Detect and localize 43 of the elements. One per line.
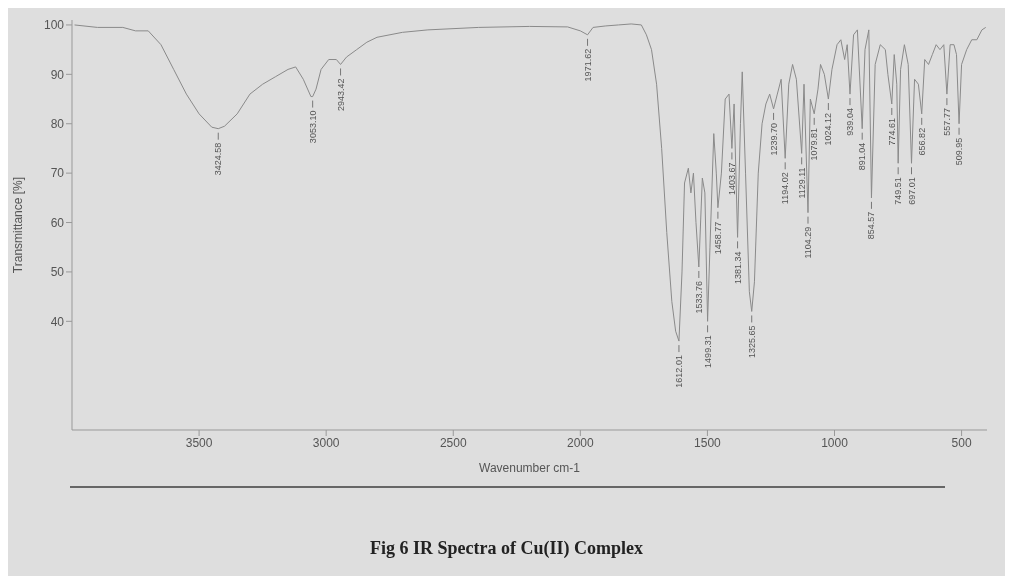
text: Fig 6 IR Spectra of Cu(II) Complex (369, 538, 644, 559)
x-tick-label: 500 (951, 435, 972, 450)
y-axis-title: Transmittance [%] (11, 176, 26, 274)
y-tick-label: 40 (50, 314, 65, 329)
annotation: 3053.10 (307, 110, 318, 144)
annotation: 656.82 (916, 127, 927, 156)
annotation: 749.51 (893, 177, 904, 205)
annotation: 3424.58 (213, 142, 224, 176)
annotation: 939.04 (844, 108, 855, 136)
x-tick-label: 3500 (185, 435, 213, 450)
annotation: 1403.67 (726, 162, 737, 195)
annotation: 1325.65 (746, 325, 757, 358)
x-tick-label: 2500 (439, 435, 467, 450)
annotation: 697.01 (906, 177, 917, 205)
x-tick-label: 3000 (312, 435, 340, 450)
annotation: 1239.70 (768, 122, 779, 156)
annotation: 1612.01 (673, 355, 684, 388)
annotation: 2943.42 (335, 78, 346, 111)
x-tick-label: 1500 (694, 435, 722, 450)
annotation: 509.95 (954, 137, 965, 166)
y-tick-label: 80 (50, 116, 65, 131)
annotation: 1533.76 (693, 280, 704, 314)
annotation: 854.57 (866, 211, 877, 240)
annotation: 1971.62 (582, 48, 593, 82)
x-axis-title: Wavenumber cm-1 (479, 461, 581, 475)
annotation: 1024.12 (823, 113, 834, 146)
annotation: 774.61 (886, 117, 897, 146)
x-tick-label: 2000 (566, 435, 594, 450)
y-tick-label: 70 (50, 166, 65, 181)
annotation: 1499.31 (702, 335, 713, 368)
y-tick-label: 100 (43, 18, 65, 33)
y-tick-label: 90 (50, 67, 65, 82)
annotation: 1104.29 (802, 226, 813, 259)
annotation: 1381.34 (732, 251, 743, 284)
annotation: 1458.77 (712, 221, 723, 255)
y-tick-label: 50 (50, 265, 65, 280)
annotation: 1194.02 (780, 172, 791, 205)
annotation: 557.77 (941, 108, 952, 136)
annotation: 1129.11 (796, 167, 807, 199)
annotation: 1079.81 (809, 127, 820, 161)
y-tick-label: 60 (50, 215, 65, 230)
x-tick-label: 1000 (821, 435, 849, 450)
annotation: 891.04 (857, 142, 868, 171)
